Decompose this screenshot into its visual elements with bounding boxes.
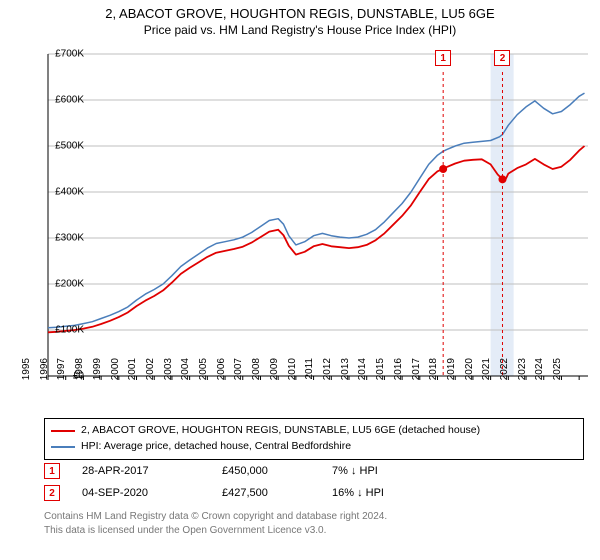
- x-tick-label: 2004: [180, 358, 191, 388]
- sale-marker-box: 1: [435, 50, 451, 66]
- x-tick-label: 2017: [411, 358, 422, 388]
- x-tick-label: 2016: [393, 358, 404, 388]
- x-tick-label: 2007: [233, 358, 244, 388]
- sale-index-box-1: 1: [44, 463, 60, 479]
- x-tick-label: 2005: [198, 358, 209, 388]
- sale-price-1: £450,000: [222, 465, 332, 477]
- legend-box: 2, ABACOT GROVE, HOUGHTON REGIS, DUNSTAB…: [44, 418, 584, 460]
- x-tick-label: 2014: [357, 358, 368, 388]
- x-tick-label: 2021: [481, 358, 492, 388]
- y-tick-label: £200K: [34, 279, 84, 290]
- x-tick-label: 1998: [74, 358, 85, 388]
- footer: Contains HM Land Registry data © Crown c…: [44, 510, 584, 538]
- x-tick-label: 1995: [21, 358, 32, 388]
- legend-text-address: 2, ABACOT GROVE, HOUGHTON REGIS, DUNSTAB…: [81, 423, 480, 439]
- legend-swatch-address: [51, 430, 75, 432]
- title-block: 2, ABACOT GROVE, HOUGHTON REGIS, DUNSTAB…: [0, 0, 600, 37]
- x-tick-label: 2010: [287, 358, 298, 388]
- footer-line-1: Contains HM Land Registry data © Crown c…: [44, 510, 584, 524]
- y-tick-label: £300K: [34, 233, 84, 244]
- x-tick-label: 2013: [340, 358, 351, 388]
- title-subtitle: Price paid vs. HM Land Registry's House …: [0, 23, 600, 37]
- y-tick-label: £100K: [34, 325, 84, 336]
- sale-index-box-2: 2: [44, 485, 60, 501]
- line-chart-svg: [44, 50, 592, 380]
- sale-row-2: 2 04-SEP-2020 £427,500 16% ↓ HPI: [44, 482, 584, 504]
- sales-block: 1 28-APR-2017 £450,000 7% ↓ HPI 2 04-SEP…: [44, 460, 584, 504]
- x-tick-label: 2020: [464, 358, 475, 388]
- x-tick-label: 2019: [446, 358, 457, 388]
- sale-price-2: £427,500: [222, 487, 332, 499]
- x-tick-label: 2002: [145, 358, 156, 388]
- legend-row-hpi: HPI: Average price, detached house, Cent…: [51, 439, 577, 455]
- legend-text-hpi: HPI: Average price, detached house, Cent…: [81, 439, 351, 455]
- x-tick-label: 2023: [517, 358, 528, 388]
- sale-date-2: 04-SEP-2020: [82, 487, 222, 499]
- x-tick-label: 2015: [375, 358, 386, 388]
- x-tick-label: 2001: [127, 358, 138, 388]
- sale-marker-box: 2: [494, 50, 510, 66]
- legend-swatch-hpi: [51, 446, 75, 448]
- chart-container: 2, ABACOT GROVE, HOUGHTON REGIS, DUNSTAB…: [0, 0, 600, 560]
- sale-row-1: 1 28-APR-2017 £450,000 7% ↓ HPI: [44, 460, 584, 482]
- x-tick-label: 2025: [552, 358, 563, 388]
- footer-line-2: This data is licensed under the Open Gov…: [44, 524, 584, 538]
- x-tick-label: 2003: [163, 358, 174, 388]
- sale-date-1: 28-APR-2017: [82, 465, 222, 477]
- x-tick-label: 2018: [428, 358, 439, 388]
- x-tick-label: 2000: [110, 358, 121, 388]
- title-address: 2, ABACOT GROVE, HOUGHTON REGIS, DUNSTAB…: [0, 6, 600, 21]
- y-tick-label: £400K: [34, 187, 84, 198]
- x-tick-label: 2006: [216, 358, 227, 388]
- y-tick-label: £700K: [34, 49, 84, 60]
- x-tick-label: 1996: [39, 358, 50, 388]
- x-tick-label: 2012: [322, 358, 333, 388]
- y-tick-label: £500K: [34, 141, 84, 152]
- x-tick-label: 2022: [499, 358, 510, 388]
- chart-area: £0£100K£200K£300K£400K£500K£600K£700K199…: [44, 50, 592, 380]
- x-tick-label: 1997: [56, 358, 67, 388]
- x-tick-label: 1999: [92, 358, 103, 388]
- x-tick-label: 2011: [304, 358, 315, 388]
- x-tick-label: 2008: [251, 358, 262, 388]
- legend-row-address: 2, ABACOT GROVE, HOUGHTON REGIS, DUNSTAB…: [51, 423, 577, 439]
- sale-diff-1: 7% ↓ HPI: [332, 465, 472, 477]
- y-tick-label: £600K: [34, 95, 84, 106]
- sale-diff-2: 16% ↓ HPI: [332, 487, 472, 499]
- x-tick-label: 2024: [534, 358, 545, 388]
- x-tick-label: 2009: [269, 358, 280, 388]
